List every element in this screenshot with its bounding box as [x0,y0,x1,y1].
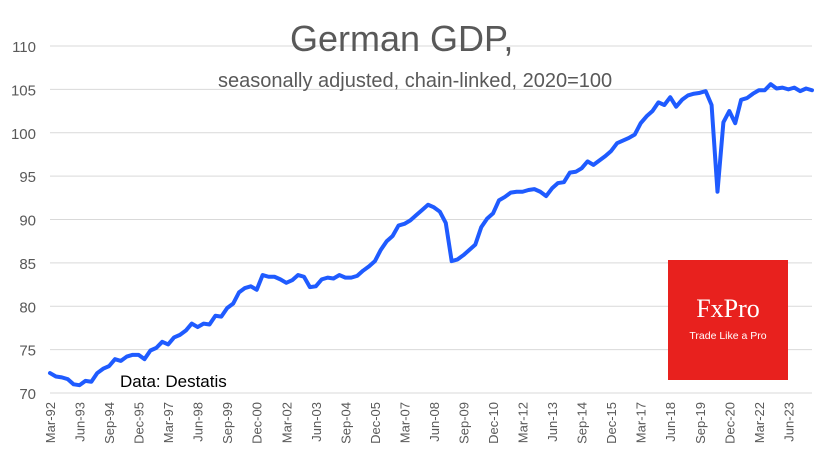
x-tick-label: Jun-98 [191,402,206,442]
y-tick-label: 75 [19,343,36,360]
x-tick-label: Sep-14 [575,402,590,444]
chart-title: German GDP, [290,18,514,59]
gdp-series-line [48,82,814,388]
x-tick-label: Jun-08 [427,402,442,442]
y-tick-label: 90 [19,213,36,230]
fxpro-logo: FxPro Trade Like a Pro [668,260,788,380]
x-tick-label: Sep-09 [456,402,471,444]
x-tick-label: Jun-03 [309,402,324,442]
y-tick-label: 95 [19,169,36,186]
y-tick-label: 70 [19,386,36,403]
x-tick-label: Mar-12 [516,402,531,443]
logo-brand-text: FxPro [696,294,760,323]
x-axis-ticks: Mar-92 Jun-93 Sep-94 Dec-95 Mar-97 Jun-98 Sep-… [43,402,796,444]
x-tick-label: Sep-94 [102,402,117,444]
x-tick-label: Dec-95 [132,402,147,444]
logo-tagline: Trade Like a Pro [689,330,767,342]
x-tick-label: Dec-10 [486,402,501,444]
x-tick-label: Dec-20 [722,402,737,444]
x-tick-label: Dec-05 [368,402,383,444]
grid-lines [50,45,812,351]
x-tick-label: Sep-99 [220,402,235,444]
y-tick-label: 85 [19,256,36,273]
y-tick-label: 105 [11,82,36,99]
source-note: Data: Destatis [120,372,227,391]
y-axis-ticks: 70 75 80 85 90 95 100 105 110 [11,39,36,403]
y-tick-label: 110 [12,39,36,56]
x-tick-label: Mar-07 [397,402,412,443]
x-tick-label: Jun-23 [781,402,796,442]
x-tick-label: Mar-22 [752,402,767,443]
x-tick-label: Dec-15 [604,402,619,444]
y-tick-label: 80 [19,299,36,316]
x-tick-label: Mar-02 [279,402,294,443]
y-tick-label: 100 [11,126,36,143]
x-tick-label: Sep-19 [693,402,708,444]
x-tick-label: Sep-04 [338,402,353,444]
x-tick-label: Dec-00 [250,402,265,444]
x-tick-label: Mar-97 [161,402,176,443]
x-tick-label: Mar-92 [43,402,58,443]
x-tick-label: Mar-17 [634,402,649,443]
chart-subtitle: seasonally adjusted, chain-linked, 2020=… [218,70,613,92]
x-tick-label: Jun-93 [73,402,88,442]
x-tick-label: Jun-13 [545,402,560,442]
x-tick-label: Jun-18 [663,402,678,442]
